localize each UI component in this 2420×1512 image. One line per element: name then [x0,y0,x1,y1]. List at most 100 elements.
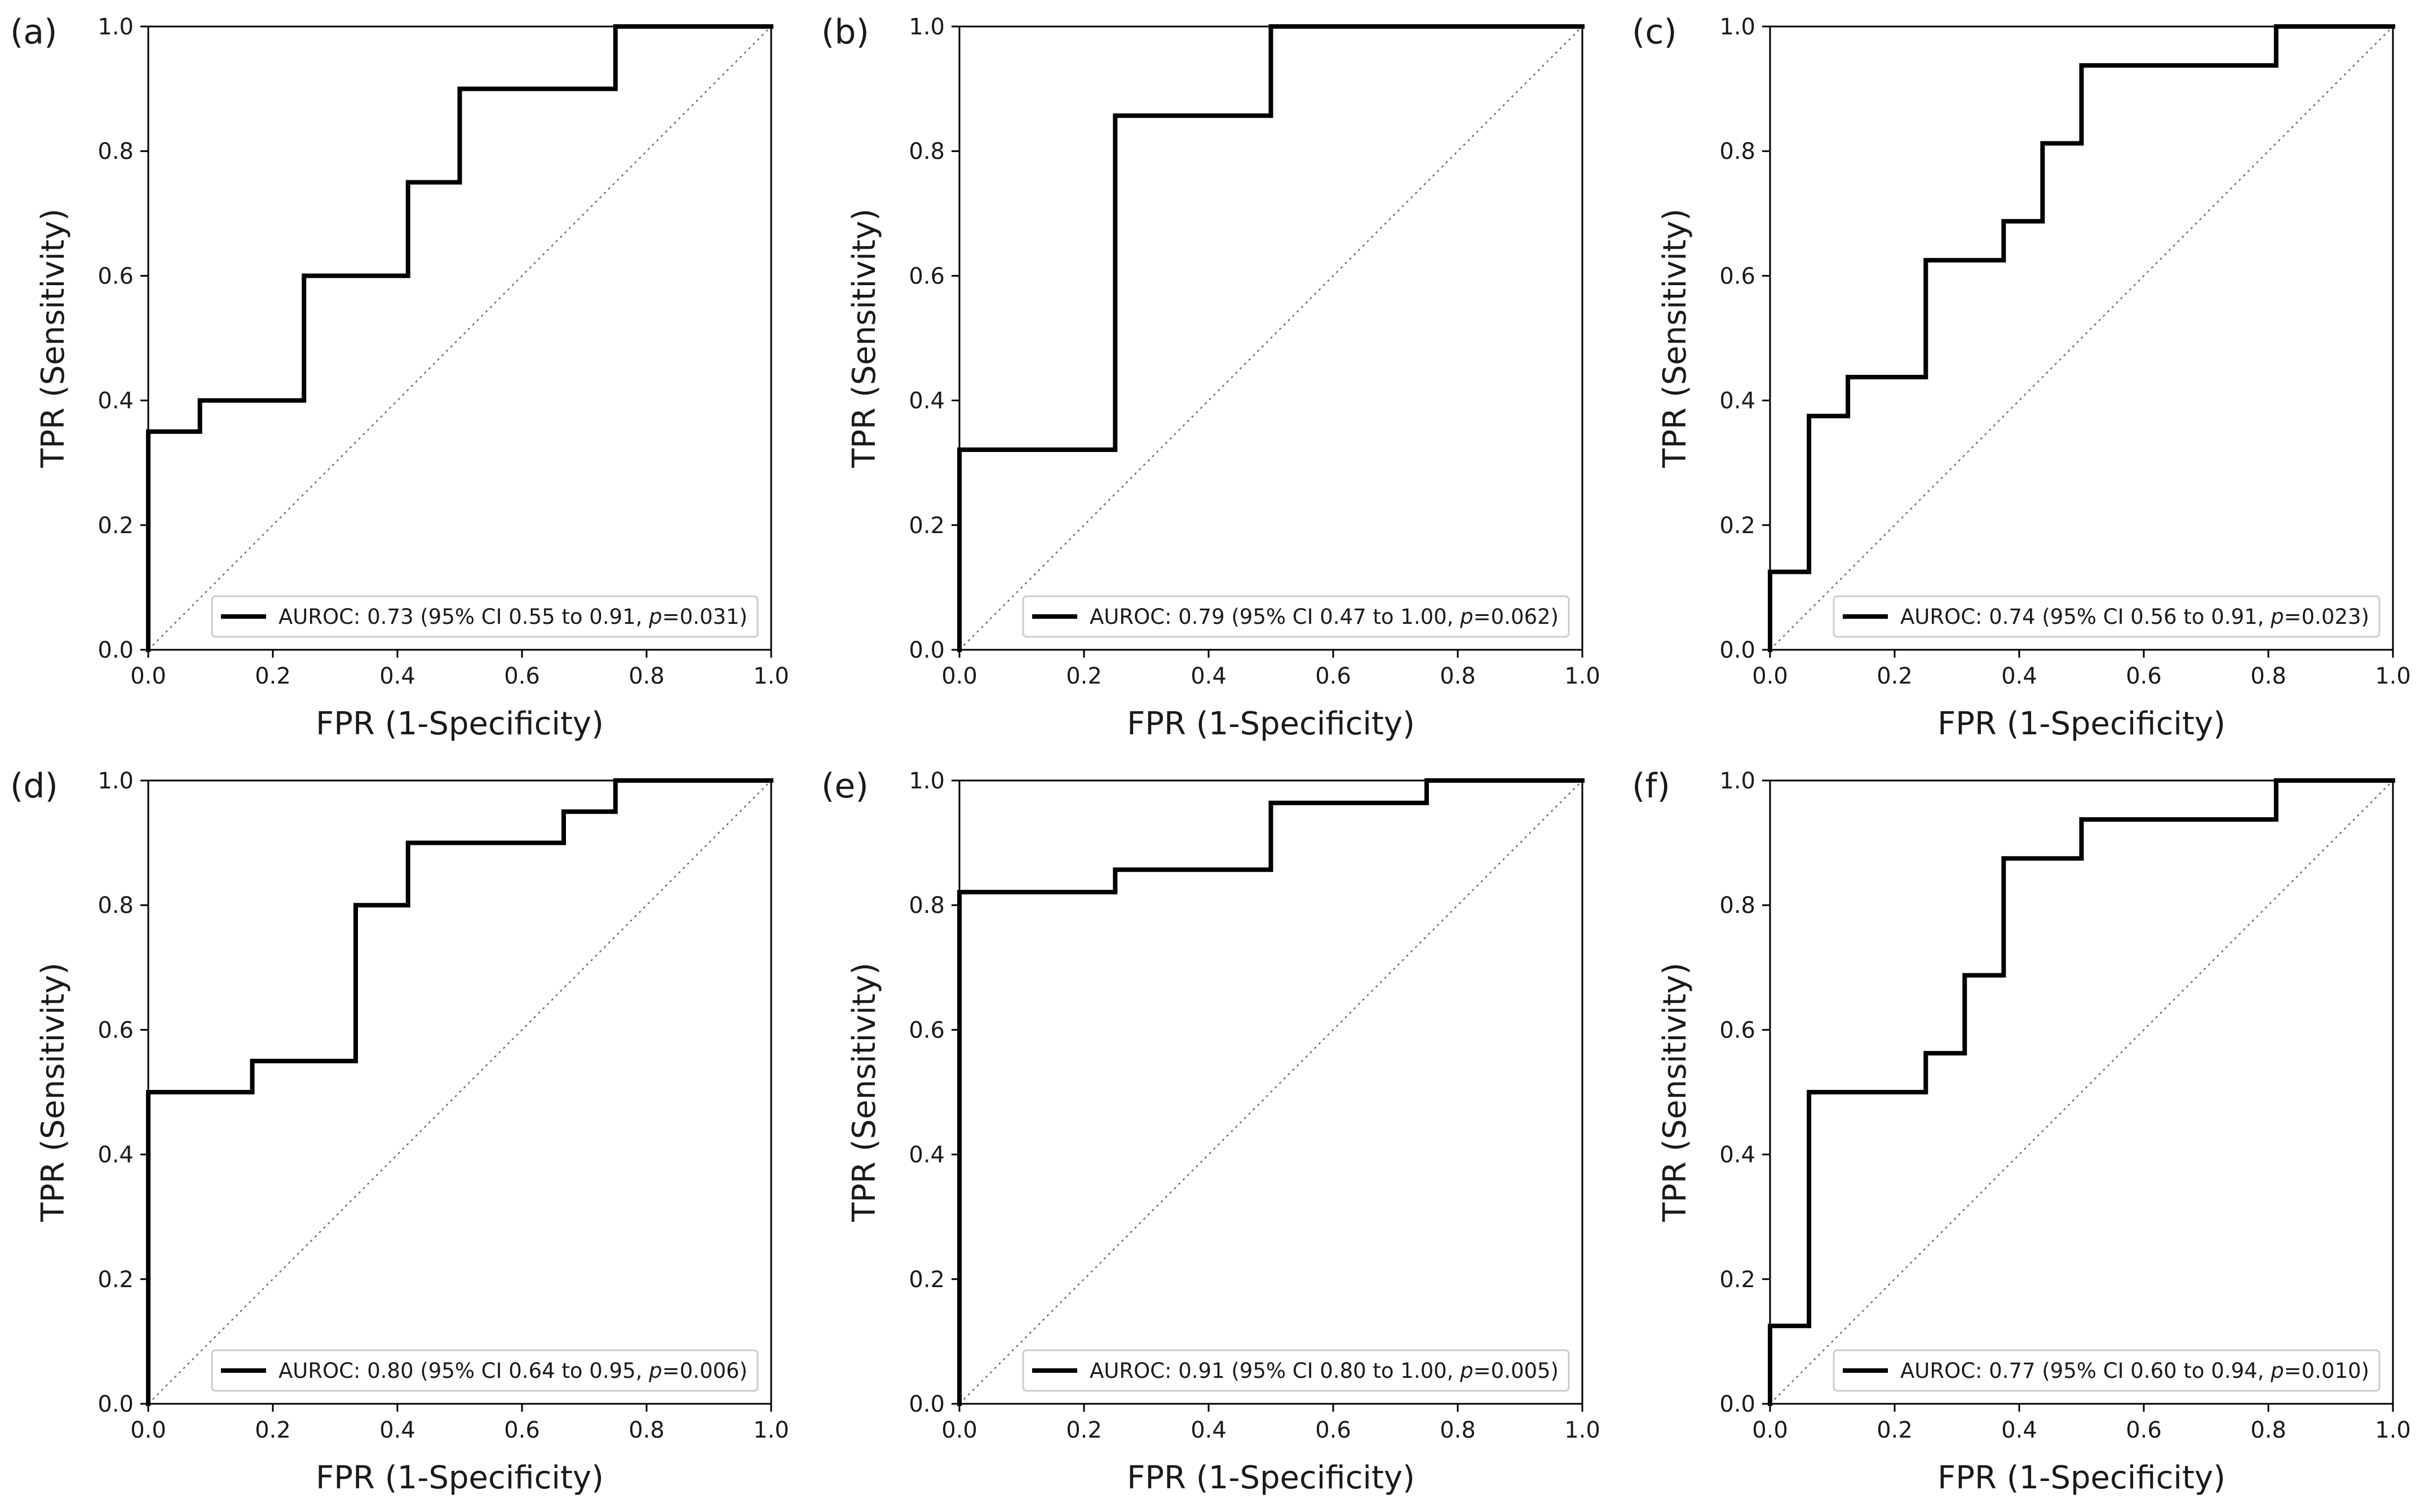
y-tick-label: 1.0 [909,14,945,40]
roc-curve [1768,778,2395,1406]
x-tick-label: 0.2 [1066,1417,1102,1443]
x-tick-label: 0.0 [130,663,166,689]
legend-auroc-text: AUROC: 0.73 (95% CI 0.55 to 0.91, [278,605,649,629]
y-tick-label: 0.8 [1719,893,1755,919]
legend-p-symbol: p [2270,605,2284,629]
y-tick-label: 1.0 [909,768,945,794]
x-tick-label: 1.0 [1564,663,1600,689]
legend-auroc-text: AUROC: 0.80 (95% CI 0.64 to 0.95, [278,1359,649,1383]
chance-line [1769,26,2394,650]
y-tick-label: 1.0 [98,14,134,40]
chance-line [148,26,772,650]
y-tick-label: 0.2 [98,1267,134,1293]
x-tick-label: 0.8 [629,1417,665,1443]
legend-p-symbol: p [648,1359,662,1383]
x-tick-label: 0.2 [255,663,291,689]
y-axis-label: TPR (Sensitivity) [35,209,72,468]
legend-p-value: =0.005) [1474,1359,1559,1383]
x-tick-label: 0.4 [379,1417,415,1443]
legend-auroc-text: AUROC: 0.91 (95% CI 0.80 to 1.00, [1090,1359,1460,1383]
legend-box [1833,595,2381,638]
x-tick-label: 0.8 [2250,1417,2286,1443]
x-tick-label: 0.8 [1440,1417,1476,1443]
legend-p-value: =0.062) [1474,605,1559,629]
y-tick-label: 0.0 [909,637,945,663]
y-tick-label: 0.0 [909,1391,945,1417]
panel-letter: (b) [821,12,869,52]
legend-label: AUROC: 0.91 (95% CI 0.80 to 1.00, p=0.00… [1090,1359,1559,1383]
x-axis-label: FPR (1-Specificity) [1127,1460,1415,1496]
roc-curve [957,778,1585,1406]
legend-p-value: =0.010) [2284,1359,2369,1383]
y-tick-label: 0.4 [98,388,134,414]
x-tick-label: 0.6 [1315,663,1351,689]
y-tick-label: 0.0 [98,1391,134,1417]
y-tick-label: 0.4 [909,388,945,414]
legend-label: AUROC: 0.77 (95% CI 0.60 to 0.94, p=0.01… [1900,1359,2369,1383]
roc-curve [146,778,773,1406]
legend-p-value: =0.006) [662,1359,747,1383]
y-tick-label: 0.6 [1719,1017,1755,1043]
legend-label: AUROC: 0.74 (95% CI 0.56 to 0.91, p=0.02… [1900,605,2369,629]
chance-line [148,780,772,1404]
y-tick-label: 0.2 [1719,1267,1755,1293]
roc-panel: (f) 0.0 0.2 0.4 0.6 0.8 1.0 0.0 0.2 0.4 0.6 0.8 1.0 F… [1632,766,2411,1496]
y-axis-label: TPR (Sensitivity) [1657,963,1693,1222]
panel-letter: (e) [821,766,869,806]
y-tick-label: 1.0 [1719,768,1755,794]
y-tick-label: 0.6 [98,263,134,289]
y-tick-label: 0.0 [98,637,134,663]
panel-letter: (a) [10,12,57,52]
y-tick-label: 0.2 [98,513,134,539]
x-tick-label: 0.4 [379,663,415,689]
legend-p-symbol: p [1459,605,1473,629]
x-tick-label: 0.6 [504,663,540,689]
legend: AUROC: 0.74 (95% CI 0.56 to 0.91, p=0.02… [1833,595,2381,638]
roc-panel: (a) 0.0 0.2 0.4 0.6 0.8 1.0 0.0 0.2 0.4 0.6 0.8 1.0 F… [10,12,789,742]
y-tick-label: 0.4 [909,1142,945,1168]
y-tick-label: 0.6 [909,263,945,289]
x-tick-label: 0.6 [2126,1417,2162,1443]
x-tick-label: 0.0 [1752,1417,1788,1443]
legend-box [1022,595,1570,638]
x-tick-label: 0.8 [2250,663,2286,689]
roc-panel: (e) 0.0 0.2 0.4 0.6 0.8 1.0 0.0 0.2 0.4 0.6 0.8 1.0 F… [821,766,1600,1496]
x-tick-label: 1.0 [1564,1417,1600,1443]
x-tick-label: 0.4 [1191,1417,1227,1443]
x-tick-label: 1.0 [2375,1417,2411,1443]
y-tick-label: 0.4 [1719,388,1755,414]
chance-line [959,780,1583,1404]
y-tick-label: 0.8 [909,139,945,165]
y-tick-label: 0.2 [1719,513,1755,539]
legend-label: AUROC: 0.79 (95% CI 0.47 to 1.00, p=0.06… [1090,605,1559,629]
legend-p-symbol: p [2270,1359,2284,1383]
x-tick-label: 0.2 [1066,663,1102,689]
x-axis-label: FPR (1-Specificity) [1937,1460,2226,1496]
legend-box [211,1349,759,1392]
axes-frame [147,779,772,1405]
x-tick-label: 1.0 [753,1417,789,1443]
y-tick-label: 0.8 [1719,139,1755,165]
legend-p-symbol: p [648,605,662,629]
x-tick-label: 0.2 [1877,663,1913,689]
legend-auroc-text: AUROC: 0.77 (95% CI 0.60 to 0.94, [1900,1359,2271,1383]
roc-curve [1768,24,2395,652]
roc-panel: (b) 0.0 0.2 0.4 0.6 0.8 1.0 0.0 0.2 0.4 0.6 0.8 1.0 F… [821,12,1600,742]
legend: AUROC: 0.77 (95% CI 0.60 to 0.94, p=0.01… [1833,1349,2381,1392]
roc-panel: (c) 0.0 0.2 0.4 0.6 0.8 1.0 0.0 0.2 0.4 0.6 0.8 1.0 F… [1632,12,2411,742]
x-tick-label: 0.8 [629,663,665,689]
y-tick-label: 0.2 [909,1267,945,1293]
legend-box [1833,1349,2381,1392]
y-axis-label: TPR (Sensitivity) [1657,209,1693,468]
y-axis-label: TPR (Sensitivity) [35,963,72,1222]
y-tick-label: 1.0 [98,768,134,794]
x-axis-label: FPR (1-Specificity) [1127,706,1415,742]
legend: AUROC: 0.91 (95% CI 0.80 to 1.00, p=0.00… [1022,1349,1570,1392]
panel-letter: (d) [10,766,58,806]
x-tick-label: 0.4 [2001,1417,2037,1443]
legend-box [211,595,759,638]
legend-label: AUROC: 0.80 (95% CI 0.64 to 0.95, p=0.00… [278,1359,747,1383]
y-tick-label: 0.8 [909,893,945,919]
x-tick-label: 1.0 [753,663,789,689]
x-tick-label: 0.0 [130,1417,166,1443]
